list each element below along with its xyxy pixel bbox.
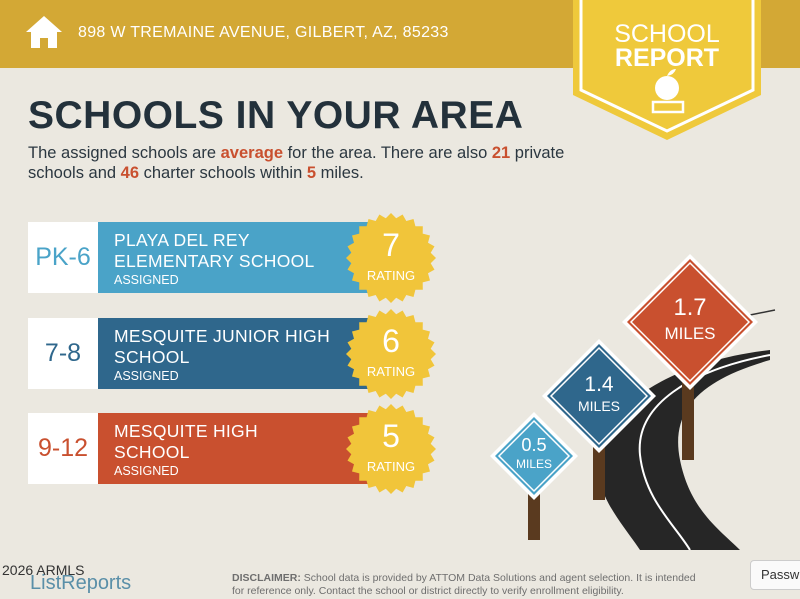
summary-text: The assigned schools are average for the… [28,144,565,182]
school-name: MESQUITE JUNIOR HIGH SCHOOL [114,326,331,367]
school-name: PLAYA DEL REY ELEMENTARY SCHOOL [114,230,315,271]
distance-sign: 1.7 MILES [622,254,758,390]
distance-sign: 1.4 MILES [542,339,656,453]
rating-seal: 5 RATING [346,404,436,494]
property-address: 898 W TREMAINE AVENUE, GILBERT, AZ, 8523… [78,24,449,41]
assigned-status: ASSIGNED [114,464,179,478]
distance-unit: MILES [577,397,620,414]
rating-label: RATING [366,268,416,283]
listreports-logo: ListReports [30,572,132,594]
school-info: MESQUITE HIGH SCHOOL ASSIGNED [98,413,370,484]
copyright: 2026 ARMLS [2,562,85,578]
assigned-status: ASSIGNED [114,369,179,383]
grade-range: PK-6 [28,222,98,293]
school-info: PLAYA DEL REY ELEMENTARY SCHOOL ASSIGNED [98,222,370,293]
grade-range: 7-8 [28,318,98,389]
distance-value: 1.7 [673,294,707,322]
school-info: MESQUITE JUNIOR HIGH SCHOOL ASSIGNED [98,318,370,389]
rating-label: RATING [366,459,416,474]
rating-label: RATING [366,364,416,379]
page-title: SCHOOLS IN YOUR AREA [28,94,524,137]
rating-value: 5 [382,418,400,454]
assigned-status: ASSIGNED [114,273,179,287]
distance-unit: MILES [664,323,716,343]
home-icon [26,16,62,48]
apple-books-icon [651,69,685,114]
school-report-badge: SCHOOL REPORT [573,0,761,140]
distance-unit: MILES [515,457,552,472]
rating-seal: 7 RATING [346,213,436,303]
grade-range: 9-12 [28,413,98,484]
school-row: PK-6 PLAYA DEL REY ELEMENTARY SCHOOL ASSIG… [28,213,448,303]
distance-value: 1.4 [584,372,614,396]
rating-value: 7 [382,227,400,263]
badge-line1: SCHOOL [614,20,720,48]
password-tab[interactable]: Passw [750,560,800,590]
rating-seal: 6 RATING [346,309,436,399]
rating-value: 6 [382,323,400,359]
school-row: 9-12 MESQUITE HIGH SCHOOL ASSIGNED 5 RATING [28,404,448,494]
disclaimer: DISCLAIMER: School data is provided by A… [232,572,696,597]
distance-sign: 0.5 MILES [490,412,578,500]
school-name: MESQUITE HIGH SCHOOL [114,421,258,462]
school-row: 7-8 MESQUITE JUNIOR HIGH SCHOOL ASSIGNED 6… [28,309,448,399]
distance-value: 0.5 [521,434,547,455]
badge-line2: REPORT [614,44,720,72]
